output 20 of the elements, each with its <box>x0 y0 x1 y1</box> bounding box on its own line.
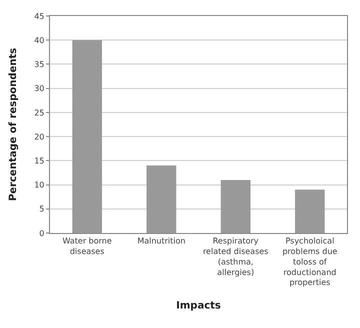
x-tick-label: Respiratory related diseases (asthma, allergies) <box>202 236 268 277</box>
y-tick-label: 10 <box>34 180 44 190</box>
y-tick-label: 45 <box>34 12 44 21</box>
x-tick-label: Malnutrition <box>137 236 186 246</box>
y-tick-label: 20 <box>34 132 44 142</box>
x-tick-label: Water borne diseases <box>62 236 112 256</box>
bar <box>72 40 102 233</box>
y-axis-title: Percentage of respondents <box>8 48 20 202</box>
y-tick-label: 40 <box>34 36 44 45</box>
y-tick-label: 15 <box>34 156 44 166</box>
y-tick-label: 25 <box>34 108 44 118</box>
y-tick-label: 30 <box>34 84 44 94</box>
bar <box>295 190 325 233</box>
y-tick-label: 35 <box>34 60 44 70</box>
y-tick-label: 5 <box>39 204 44 214</box>
x-axis-title: Impacts <box>176 300 221 312</box>
bar <box>146 165 176 233</box>
y-tick-label: 0 <box>39 228 44 238</box>
bar <box>220 180 250 233</box>
x-tick-label: Psycholoical problems due toloss of roductionand properties <box>282 236 338 288</box>
